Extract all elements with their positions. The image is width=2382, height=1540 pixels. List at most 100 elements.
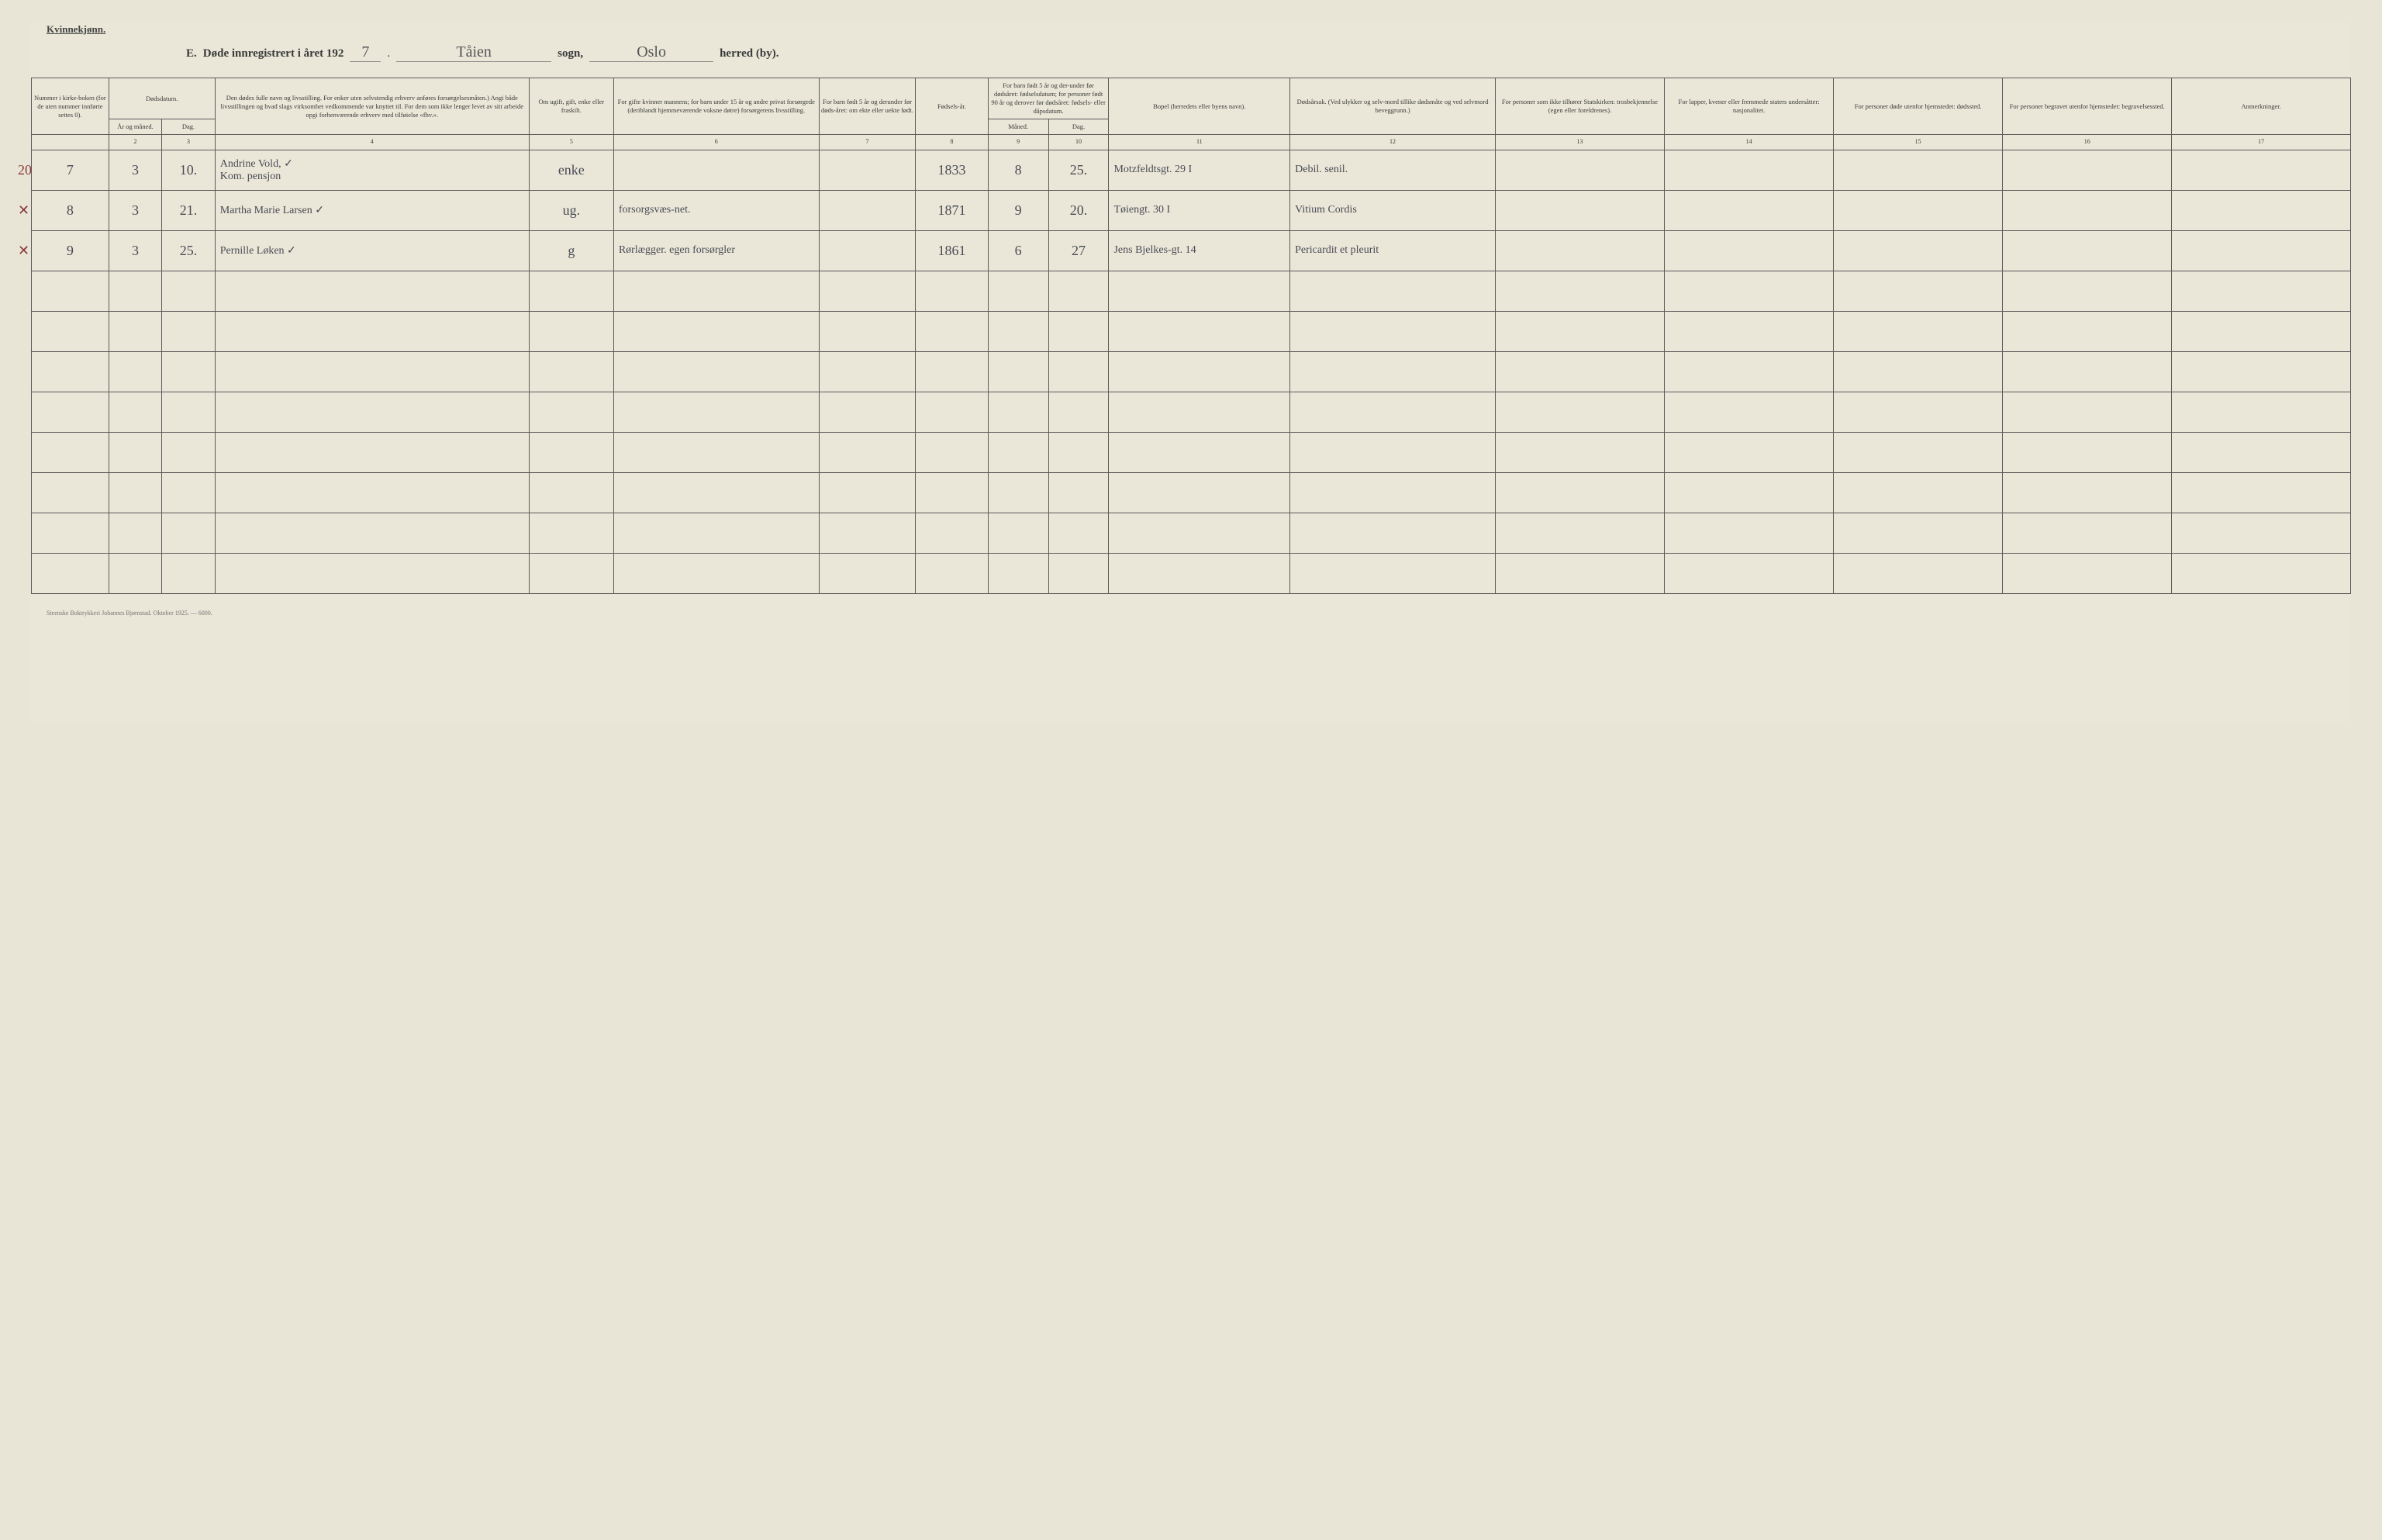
col-header-deathdate-group: Dødsdatum. [109, 78, 215, 119]
empty-cell [1665, 311, 1834, 351]
empty-cell [2003, 392, 2172, 432]
empty-cell [1495, 553, 1664, 593]
form-letter: E. [186, 47, 197, 60]
empty-cell [109, 351, 162, 392]
cell-c16 [2003, 190, 2172, 230]
empty-cell [2172, 432, 2351, 472]
empty-cell [819, 432, 916, 472]
printer-footer: Steenske Boktrykkeri Johannes Bjørnstad.… [31, 609, 2351, 616]
empty-cell [2003, 271, 2172, 311]
col-header-burialplace: For personer begravet utenfor hjemstedet… [2003, 78, 2172, 135]
col-header-provider: For gifte kvinner mannens; for barn unde… [613, 78, 819, 135]
column-number-row: 234567891011121314151617 [32, 135, 2351, 150]
cell-c13 [1495, 150, 1664, 190]
cell-provider: forsorgsvæs-net. [613, 190, 819, 230]
column-number-cell: 16 [2003, 135, 2172, 150]
empty-cell [215, 351, 529, 392]
parish-label: sogn, [558, 47, 583, 60]
empty-cell [1495, 392, 1664, 432]
empty-cell [1834, 392, 2003, 432]
cell-birth_year: 1833 [916, 150, 988, 190]
empty-cell [1495, 271, 1664, 311]
cell-provider [613, 150, 819, 190]
empty-cell [529, 351, 613, 392]
cell-num: 8✕ [32, 190, 109, 230]
empty-cell [2003, 553, 2172, 593]
empty-cell [215, 553, 529, 593]
column-number-cell: 11 [1109, 135, 1290, 150]
cell-c15 [1834, 150, 2003, 190]
empty-cell [529, 432, 613, 472]
column-number-cell: 17 [2172, 135, 2351, 150]
cell-name: Martha Marie Larsen ✓ [215, 190, 529, 230]
cell-c15 [1834, 190, 2003, 230]
empty-cell [215, 432, 529, 472]
empty-cell [2172, 351, 2351, 392]
column-number-cell: 5 [529, 135, 613, 150]
empty-cell [162, 432, 216, 472]
table-row-empty [32, 472, 2351, 513]
empty-cell [916, 271, 988, 311]
column-number-cell: 7 [819, 135, 916, 150]
empty-cell [215, 513, 529, 553]
table-row: 720310.Andrine Vold, ✓Kom. pensjonenke18… [32, 150, 2351, 190]
col-header-birth-month: Måned. [988, 119, 1048, 135]
empty-cell [162, 553, 216, 593]
cell-month: 3 [109, 150, 162, 190]
col-header-cause: Dødsårsak. (Ved ulykker og selv-mord til… [1290, 78, 1496, 135]
empty-cell [1665, 271, 1834, 311]
title-prefix: Døde innregistrert i året 192 [203, 47, 344, 60]
empty-cell [988, 513, 1048, 553]
col-header-birthdate-group: For barn født 5 år og der-under før døds… [988, 78, 1109, 119]
cell-num: 9✕ [32, 230, 109, 271]
empty-cell [1665, 553, 1834, 593]
cell-num: 720 [32, 150, 109, 190]
empty-cell [529, 311, 613, 351]
empty-cell [819, 271, 916, 311]
empty-cell [162, 351, 216, 392]
empty-cell [1665, 513, 1834, 553]
empty-cell [2172, 311, 2351, 351]
empty-cell [2172, 392, 2351, 432]
table-row-empty [32, 553, 2351, 593]
cell-b_day: 27 [1048, 230, 1109, 271]
margin-mark: 20 [18, 162, 32, 178]
empty-cell [1290, 553, 1496, 593]
empty-cell [529, 472, 613, 513]
table-row-empty [32, 311, 2351, 351]
district-handwritten: Oslo [589, 43, 713, 62]
empty-cell [1290, 271, 1496, 311]
empty-cell [529, 271, 613, 311]
empty-cell [1665, 432, 1834, 472]
cell-c17 [2172, 150, 2351, 190]
column-number-cell: 6 [613, 135, 819, 150]
cell-cause: Debil. senil. [1290, 150, 1496, 190]
cell-legit [819, 190, 916, 230]
empty-cell [2003, 472, 2172, 513]
empty-cell [215, 472, 529, 513]
district-label: herred (by). [720, 47, 778, 60]
table-row-empty [32, 513, 2351, 553]
empty-cell [819, 513, 916, 553]
cell-c13 [1495, 230, 1664, 271]
cell-b_day: 20. [1048, 190, 1109, 230]
empty-cell [1109, 271, 1290, 311]
empty-cell [1290, 472, 1496, 513]
empty-cell [819, 472, 916, 513]
empty-cell [1834, 271, 2003, 311]
empty-cell [916, 351, 988, 392]
cell-name: Andrine Vold, ✓Kom. pensjon [215, 150, 529, 190]
empty-cell [1290, 432, 1496, 472]
empty-cell [1290, 351, 1496, 392]
empty-cell [529, 513, 613, 553]
empty-cell [1109, 392, 1290, 432]
empty-cell [1665, 351, 1834, 392]
empty-cell [529, 553, 613, 593]
empty-cell [1834, 432, 2003, 472]
col-header-status: Om ugift, gift, enke eller fraskilt. [529, 78, 613, 135]
empty-cell [988, 392, 1048, 432]
empty-cell [1109, 311, 1290, 351]
empty-cell [215, 392, 529, 432]
empty-cell [162, 392, 216, 432]
empty-cell [1048, 351, 1109, 392]
